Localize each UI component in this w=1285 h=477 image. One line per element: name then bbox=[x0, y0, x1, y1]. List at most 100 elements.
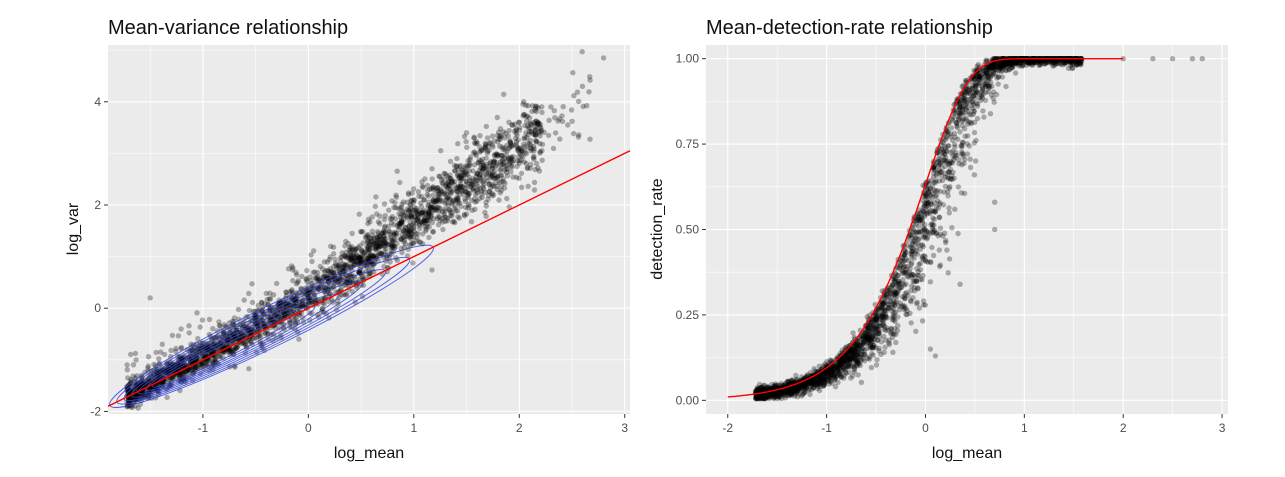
data-point bbox=[373, 245, 379, 251]
data-point bbox=[518, 184, 525, 190]
data-point bbox=[411, 214, 417, 220]
data-point bbox=[216, 354, 222, 360]
data-point bbox=[465, 205, 471, 211]
data-point bbox=[422, 176, 428, 182]
data-point bbox=[323, 268, 329, 274]
data-point bbox=[406, 213, 412, 219]
data-point bbox=[944, 247, 950, 253]
data-point bbox=[167, 366, 173, 373]
data-point bbox=[516, 119, 522, 126]
data-point bbox=[451, 168, 458, 174]
data-point bbox=[532, 138, 539, 144]
data-point bbox=[527, 137, 533, 143]
data-point bbox=[571, 93, 577, 99]
data-point bbox=[929, 244, 935, 251]
data-point bbox=[536, 130, 542, 136]
data-point bbox=[448, 191, 454, 197]
data-point bbox=[248, 338, 254, 344]
data-point bbox=[520, 153, 526, 160]
data-point bbox=[570, 130, 577, 137]
data-point bbox=[517, 150, 523, 157]
data-point bbox=[505, 155, 512, 161]
data-point bbox=[528, 161, 534, 168]
data-point bbox=[476, 172, 483, 179]
data-point bbox=[186, 330, 192, 336]
data-point bbox=[510, 153, 516, 160]
data-point bbox=[832, 377, 838, 383]
data-point bbox=[406, 232, 412, 239]
data-point bbox=[374, 211, 380, 217]
data-point bbox=[882, 344, 888, 350]
data-point bbox=[167, 369, 173, 375]
data-point bbox=[360, 229, 366, 235]
data-point bbox=[520, 113, 526, 119]
data-point bbox=[430, 184, 436, 190]
data-point bbox=[247, 339, 254, 346]
data-point bbox=[494, 174, 501, 180]
data-point bbox=[506, 119, 512, 126]
mean-variance-panel: Mean-variance relationship -1 0 1 2 3 -2024 … bbox=[65, 17, 631, 462]
x-axis-label: log_mean bbox=[334, 445, 404, 462]
data-point bbox=[413, 209, 420, 216]
data-point bbox=[405, 208, 412, 214]
data-point bbox=[504, 142, 510, 149]
data-point bbox=[404, 199, 410, 205]
data-point bbox=[447, 213, 453, 219]
data-point bbox=[462, 163, 469, 169]
data-point bbox=[441, 170, 447, 177]
data-point bbox=[495, 152, 501, 158]
data-point bbox=[538, 125, 544, 131]
data-point bbox=[448, 176, 454, 182]
data-point bbox=[913, 328, 919, 334]
data-point bbox=[982, 97, 989, 104]
data-point bbox=[468, 178, 474, 185]
data-point bbox=[471, 134, 477, 140]
data-point bbox=[406, 234, 412, 240]
data-point bbox=[489, 142, 496, 148]
data-point bbox=[381, 233, 387, 239]
data-point bbox=[336, 265, 342, 271]
data-point bbox=[410, 207, 416, 214]
data-point bbox=[363, 233, 369, 240]
data-point bbox=[436, 198, 442, 205]
data-point bbox=[163, 366, 170, 372]
data-point bbox=[427, 213, 434, 219]
data-point bbox=[198, 364, 204, 370]
data-point bbox=[389, 198, 395, 204]
data-point bbox=[439, 209, 446, 215]
data-point bbox=[954, 123, 960, 129]
data-point bbox=[522, 143, 528, 150]
data-point bbox=[405, 231, 411, 237]
data-point bbox=[398, 236, 405, 242]
data-point bbox=[391, 232, 397, 238]
data-point bbox=[432, 198, 439, 204]
data-point bbox=[398, 220, 404, 226]
data-point bbox=[198, 361, 205, 367]
data-point bbox=[363, 235, 369, 241]
data-point bbox=[893, 339, 899, 346]
data-point bbox=[449, 178, 455, 184]
data-point bbox=[147, 373, 154, 379]
data-point bbox=[949, 225, 955, 231]
data-point bbox=[502, 147, 508, 154]
data-point bbox=[422, 209, 428, 215]
data-point bbox=[850, 330, 856, 336]
data-point bbox=[406, 209, 412, 215]
data-point bbox=[424, 218, 430, 224]
data-point bbox=[500, 176, 506, 182]
data-point bbox=[328, 243, 334, 249]
data-point bbox=[221, 349, 228, 356]
data-point bbox=[369, 241, 375, 248]
data-point bbox=[550, 145, 557, 152]
data-point bbox=[398, 204, 405, 210]
data-point bbox=[379, 231, 385, 237]
data-point bbox=[396, 221, 402, 227]
data-point bbox=[460, 191, 467, 198]
data-point bbox=[348, 245, 354, 251]
data-point bbox=[523, 160, 530, 167]
data-point bbox=[387, 242, 394, 248]
data-point bbox=[972, 158, 979, 164]
data-point bbox=[145, 354, 152, 360]
data-point bbox=[488, 173, 495, 179]
data-point bbox=[343, 292, 349, 298]
